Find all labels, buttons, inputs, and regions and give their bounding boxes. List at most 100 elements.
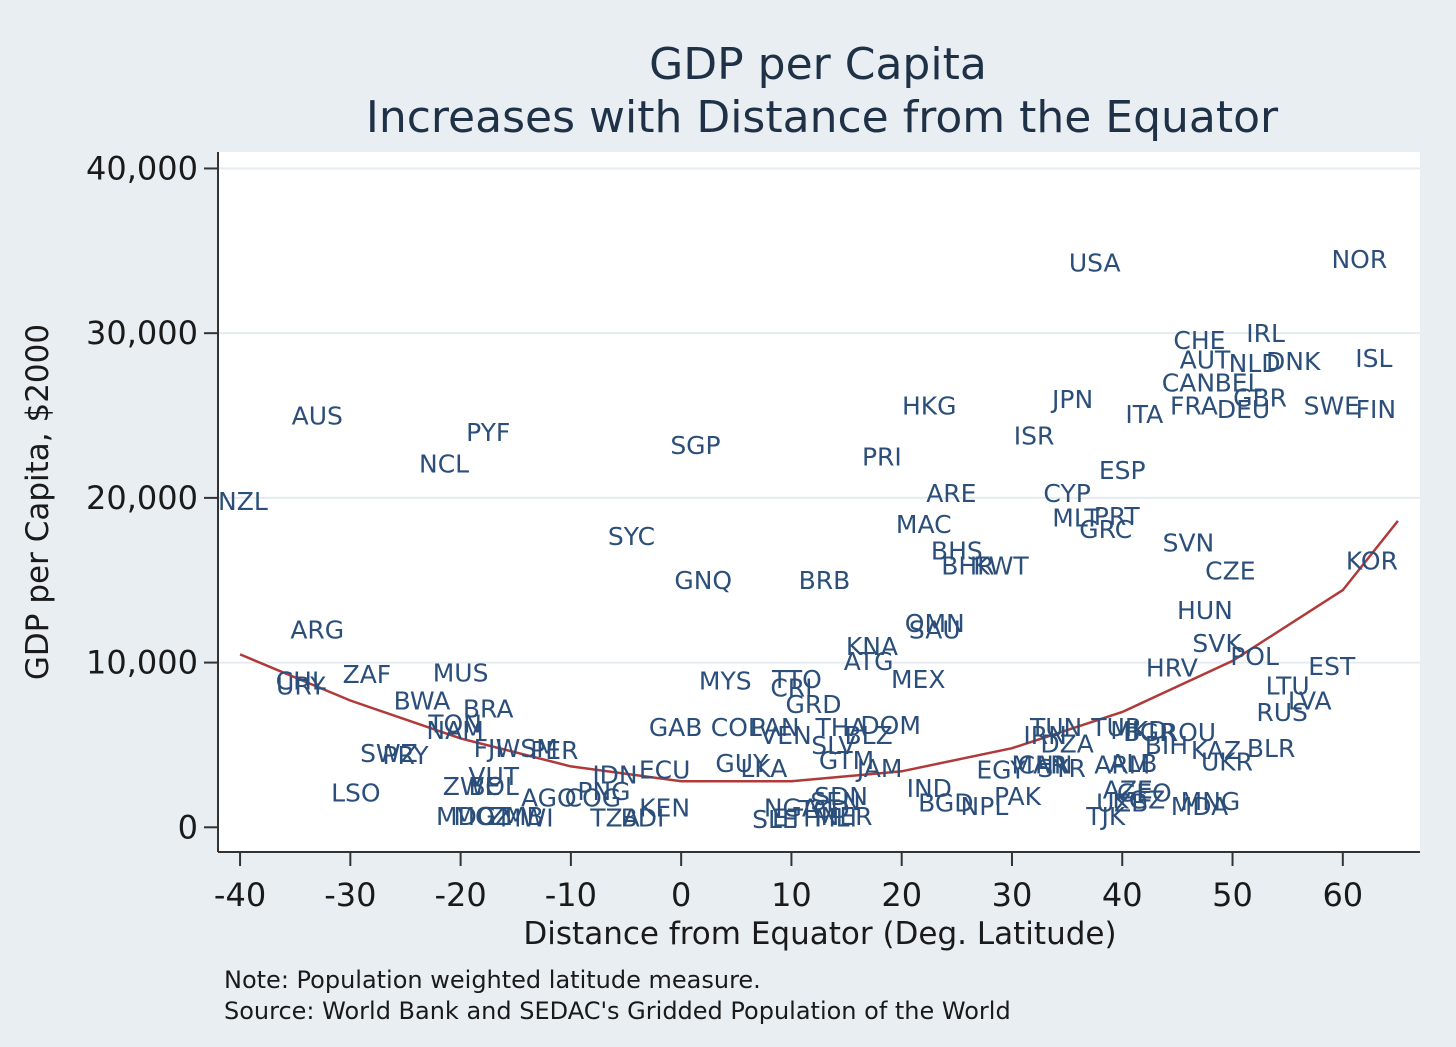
point-label: BHS bbox=[931, 537, 983, 566]
point-label: LKA bbox=[740, 754, 787, 783]
point-label: AGO bbox=[521, 784, 577, 813]
point-label: TZA bbox=[589, 803, 640, 832]
point-label: ETH bbox=[772, 803, 822, 832]
point-label: LVA bbox=[1288, 686, 1332, 715]
point-label: HKG bbox=[902, 392, 957, 421]
point-label: SLV bbox=[811, 731, 855, 760]
point-label: GNQ bbox=[674, 566, 732, 595]
x-tick-label: -40 bbox=[214, 876, 266, 914]
point-label: IRL bbox=[1246, 319, 1285, 348]
point-label: SGP bbox=[670, 431, 720, 460]
point-label: RUS bbox=[1256, 698, 1308, 727]
point-label: GUY bbox=[715, 749, 769, 778]
point-label: ZWE bbox=[443, 772, 501, 801]
point-label: TTO bbox=[771, 665, 822, 694]
point-label: COL bbox=[711, 713, 762, 742]
point-label: ARE bbox=[926, 479, 976, 508]
point-label: FJI bbox=[474, 734, 503, 763]
point-label: BWA bbox=[394, 686, 451, 715]
point-label: COG bbox=[565, 784, 622, 813]
point-label: USA bbox=[1069, 248, 1121, 277]
note-line-1: Note: Population weighted latitude measu… bbox=[224, 966, 761, 994]
y-tick-label: 40,000 bbox=[86, 149, 198, 187]
point-label: URY bbox=[276, 672, 326, 701]
x-tick-label: -10 bbox=[545, 876, 597, 914]
point-label: TCD bbox=[798, 795, 850, 824]
chart-title-line-1: GDP per Capita bbox=[649, 39, 987, 90]
x-tick-label: 0 bbox=[671, 876, 691, 914]
point-label: SYC bbox=[608, 522, 655, 551]
x-tick-label: 20 bbox=[881, 876, 922, 914]
point-label: KOR bbox=[1346, 546, 1398, 575]
point-label: BLZ bbox=[845, 721, 893, 750]
point-label: GEO bbox=[1117, 779, 1172, 808]
point-label: TUN bbox=[1029, 713, 1082, 742]
point-label: TON bbox=[427, 710, 482, 739]
point-label: NCL bbox=[419, 449, 469, 478]
point-label: NLD bbox=[1229, 349, 1281, 378]
point-label: PRI bbox=[862, 443, 902, 472]
y-axis-title: GDP per Capita, $2000 bbox=[20, 324, 56, 680]
point-label: SAU bbox=[909, 616, 961, 645]
point-label: KEN bbox=[639, 794, 690, 823]
y-axis-ticks: 0 10,000 20,000 30,000 40,000 bbox=[86, 149, 218, 846]
point-label: ROU bbox=[1161, 718, 1216, 747]
point-label: CHL bbox=[276, 667, 326, 696]
point-label: MEX bbox=[891, 665, 946, 694]
point-label: TJK bbox=[1085, 802, 1126, 831]
point-label: BEL bbox=[1215, 369, 1262, 398]
point-label: WSM bbox=[496, 734, 558, 763]
point-label: NGA bbox=[764, 794, 819, 823]
note-line-2: Source: World Bank and SEDAC's Gridded P… bbox=[224, 997, 1011, 1025]
point-label: BOL bbox=[469, 772, 519, 801]
point-label: ALB bbox=[1109, 749, 1157, 778]
fit-line-layer bbox=[239, 520, 1399, 783]
point-label: GTM bbox=[819, 746, 874, 775]
point-label: SEN bbox=[810, 787, 860, 816]
point-label: PER bbox=[530, 736, 578, 765]
point-label: EST bbox=[1308, 652, 1356, 681]
point-label: MYS bbox=[699, 667, 752, 696]
point-label: ZMB bbox=[488, 802, 544, 831]
point-label: MWI bbox=[500, 803, 554, 832]
point-label: CRI bbox=[770, 673, 812, 702]
point-label: DOM bbox=[860, 711, 921, 740]
point-label: ATG bbox=[844, 647, 894, 676]
point-label: POL bbox=[1230, 642, 1279, 671]
point-label: DZA bbox=[1040, 729, 1093, 758]
point-label: BRA bbox=[463, 695, 514, 724]
point-label: BRB bbox=[799, 566, 851, 595]
y-tick-label: 0 bbox=[178, 808, 198, 846]
point-label: HUN bbox=[1177, 596, 1233, 625]
point-label: BIH bbox=[1145, 731, 1188, 760]
point-label: PAN bbox=[750, 713, 799, 742]
point-label: MKD bbox=[1110, 716, 1167, 745]
y-tick-label: 10,000 bbox=[86, 644, 198, 682]
point-label: FRA bbox=[1170, 392, 1218, 421]
point-label: MLI bbox=[814, 803, 857, 832]
gridlines bbox=[218, 167, 1420, 664]
point-label: GAB bbox=[649, 713, 703, 742]
point-label: KAZ bbox=[1191, 736, 1241, 765]
point-label: KNA bbox=[846, 632, 898, 661]
fit-line bbox=[239, 520, 1399, 783]
point-label: MUS bbox=[433, 658, 489, 687]
point-label: PAK bbox=[994, 782, 1042, 811]
point-label: THA bbox=[814, 713, 866, 742]
x-tick-label: 30 bbox=[992, 876, 1033, 914]
point-label: SWE bbox=[1304, 392, 1360, 421]
point-label: BGR bbox=[1123, 718, 1176, 747]
point-label: BLR bbox=[1247, 734, 1295, 763]
point-label: PNG bbox=[577, 777, 630, 806]
point-label: PYF bbox=[466, 418, 510, 447]
point-label: CHE bbox=[1173, 326, 1225, 355]
point-label: MOZ bbox=[453, 802, 511, 831]
point-label: IND bbox=[907, 774, 952, 803]
chart-title-line-2: Increases with Distance from the Equator bbox=[366, 92, 1279, 143]
point-label: CYP bbox=[1043, 479, 1090, 508]
point-label: VEN bbox=[760, 721, 812, 750]
point-label: ARM bbox=[1094, 751, 1150, 780]
point-label: BGD bbox=[918, 789, 973, 818]
